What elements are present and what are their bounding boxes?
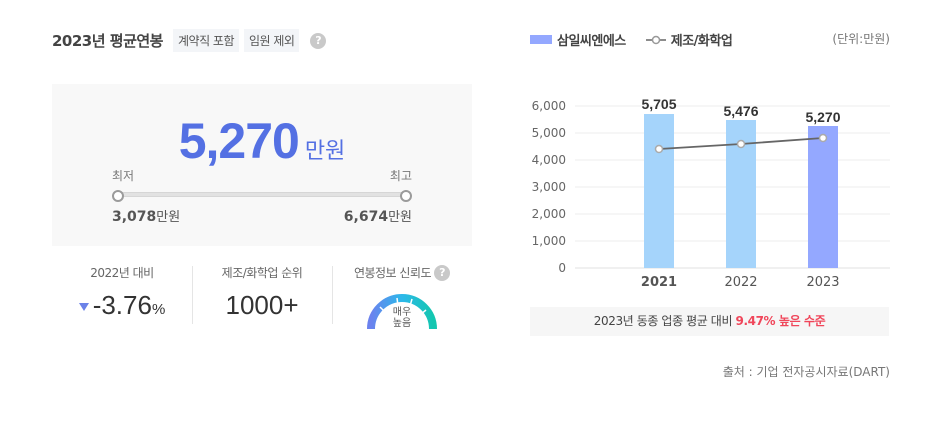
question-circle-icon[interactable]: ?: [310, 32, 327, 49]
x-axis-ticks: 2021 2022 2023: [641, 275, 840, 290]
svg-text:6,000: 6,000: [532, 99, 566, 113]
svg-text:5,000: 5,000: [532, 126, 566, 140]
salary-bar-chart: 6,000 5,000 4,000 3,000 2,000 1,000 0 5,…: [532, 96, 890, 290]
svg-text:1,000: 1,000: [532, 234, 566, 248]
min-value: 3,078만원: [112, 209, 181, 225]
legend-industry: 제조/화학업: [670, 34, 733, 49]
average-salary-value: 5,270: [178, 113, 300, 169]
data-source: 출처 : 기업 전자공시자료(DART): [722, 365, 890, 379]
salary-summary-panel: 5,270 만원 최저 최고 3,078만원 6,674만원: [52, 84, 472, 246]
bar-2021[interactable]: [644, 114, 674, 268]
legend-bar-swatch: [530, 35, 552, 44]
max-value: 6,674만원: [343, 209, 412, 225]
svg-text:5,270: 5,270: [805, 109, 840, 125]
bars: [644, 114, 838, 268]
bar-value-labels: 5,705 5,476 5,270: [641, 96, 840, 125]
y-axis-ticks: 6,000 5,000 4,000 3,000 2,000 1,000 0: [532, 99, 566, 275]
legend-company: 삼일씨엔에스: [557, 34, 626, 49]
legend-line-marker-icon: [645, 35, 666, 44]
svg-text:2023: 2023: [806, 275, 839, 290]
stat-yoy-value: -3.76%: [52, 290, 192, 321]
max-label: 최고: [389, 169, 412, 183]
svg-text:4,000: 4,000: [532, 153, 566, 167]
svg-text:5,705: 5,705: [641, 96, 676, 112]
svg-text:2021: 2021: [641, 275, 677, 290]
comparison-highlight: 9.47% 높은 수준: [735, 314, 826, 328]
line-point-2022[interactable]: [736, 139, 746, 149]
min-label: 최저: [112, 169, 135, 183]
divider: [192, 266, 193, 324]
industry-comparison-banner: 2023년 동종 업종 평균 대비 9.47% 높은 수준: [530, 307, 889, 336]
max-knob: [400, 190, 412, 202]
line-point-2021[interactable]: [654, 144, 664, 154]
svg-text:5,476: 5,476: [723, 103, 758, 119]
bar-2023[interactable]: [808, 126, 838, 268]
stat-reliability-label: 연봉정보 신뢰도 ?: [332, 264, 472, 281]
svg-text:0: 0: [558, 261, 566, 275]
svg-text:높음: 높음: [393, 317, 411, 329]
svg-text:2,000: 2,000: [532, 207, 566, 221]
svg-text:2022: 2022: [724, 275, 757, 290]
stat-yoy-label: 2022년 대비: [90, 266, 154, 280]
industry-average-line: [654, 133, 828, 154]
unit-label: (단위:만원): [832, 32, 890, 46]
min-knob: [112, 190, 124, 202]
stat-yoy: 2022년 대비 -3.76%: [52, 264, 192, 321]
average-salary-unit: 만원: [304, 139, 346, 164]
triangle-down-icon: [78, 303, 89, 312]
stat-rank-value: 1000+: [225, 290, 299, 320]
svg-text:매우: 매우: [393, 306, 411, 318]
page-title: 2023년 평균연봉: [52, 32, 163, 50]
stat-rank: 제조/화학업 순위 1000+: [192, 264, 332, 321]
line-point-2023[interactable]: [818, 133, 828, 143]
chart-legend: 삼일씨엔에스 제조/화학업: [530, 30, 733, 49]
question-circle-icon[interactable]: ?: [434, 264, 451, 281]
average-salary: 5,270 만원: [52, 112, 472, 170]
divider: [332, 266, 333, 324]
tag-executives-excluded: 임원 제외: [244, 29, 300, 52]
stat-reliability: 연봉정보 신뢰도 ? 매우 높음: [332, 264, 472, 333]
reliability-gauge: 매우 높음: [367, 294, 437, 330]
stat-rank-label: 제조/화학업 순위: [221, 266, 303, 280]
tag-contract-included: 계약직 포함: [172, 29, 239, 52]
section-header: 2023년 평균연봉 계약직 포함 임원 제외 ?: [52, 29, 327, 52]
salary-range-bar: [118, 192, 406, 197]
svg-text:3,000: 3,000: [532, 180, 566, 194]
